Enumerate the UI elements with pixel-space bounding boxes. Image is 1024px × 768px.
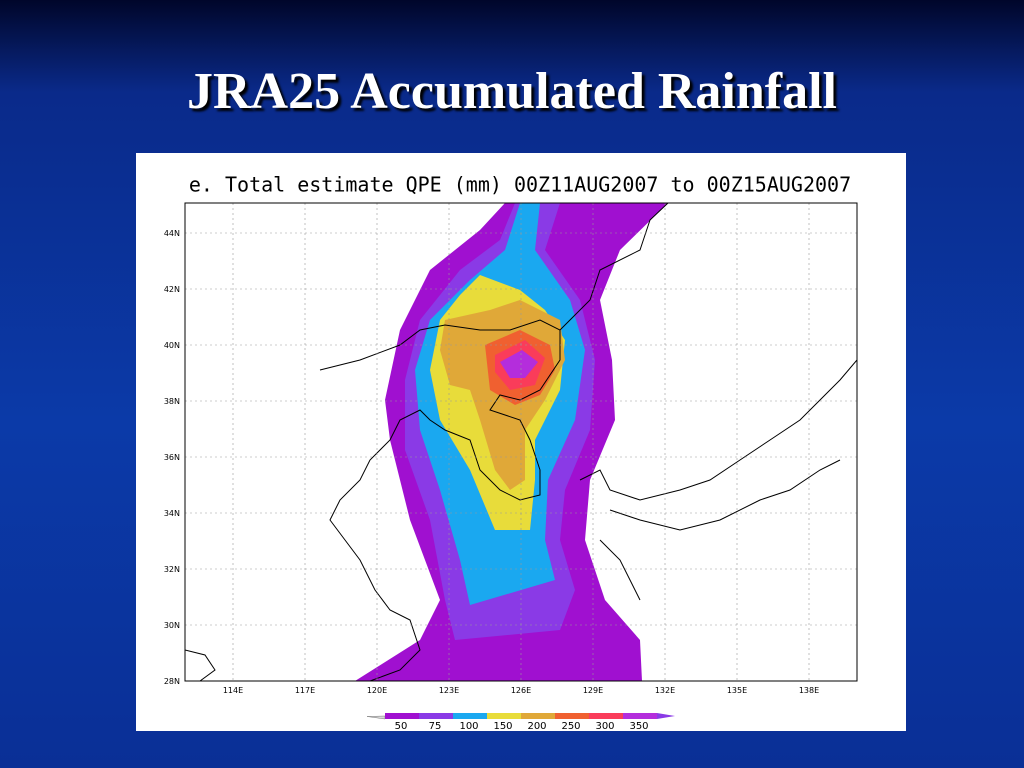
colorbar: 50 75 100 150 200 250 300 350	[366, 713, 675, 732]
colorbar-swatch	[487, 713, 521, 719]
colorbar-swatch	[555, 713, 589, 719]
colorbar-label: 350	[629, 721, 648, 732]
colorbar-label: 100	[459, 721, 478, 732]
colorbar-swatch	[419, 713, 453, 719]
colorbar-swatch	[521, 713, 555, 719]
map-frame	[184, 202, 858, 682]
lat-label: 40N	[164, 341, 180, 350]
colorbar-label: 200	[527, 721, 546, 732]
colorbar-swatch	[623, 713, 657, 719]
lon-label: 120E	[367, 686, 387, 695]
lon-label: 132E	[655, 686, 675, 695]
lat-label: 36N	[164, 453, 180, 462]
colorbar-swatch	[589, 713, 623, 719]
slide-title: JRA25 Accumulated Rainfall	[187, 63, 837, 120]
colorbar-high	[657, 713, 675, 719]
colorbar-swatch	[385, 713, 419, 719]
lon-label: 126E	[511, 686, 531, 695]
grid	[185, 203, 857, 681]
colorbar-label: 75	[429, 721, 442, 732]
lat-label: 44N	[164, 229, 180, 238]
lat-label: 30N	[164, 621, 180, 630]
lon-label: 135E	[727, 686, 747, 695]
colorbar-label: 250	[561, 721, 580, 732]
lon-label: 123E	[439, 686, 459, 695]
lon-label: 129E	[583, 686, 603, 695]
colorbar-label: 300	[595, 721, 614, 732]
lat-label: 32N	[164, 565, 180, 574]
lat-label: 38N	[164, 397, 180, 406]
coastlines	[185, 203, 857, 681]
lon-label: 138E	[799, 686, 819, 695]
colorbar-swatch	[453, 713, 487, 719]
lat-label: 28N	[164, 677, 180, 686]
colorbar-label: 150	[493, 721, 512, 732]
rain-field	[355, 203, 668, 681]
lat-label: 42N	[164, 285, 180, 294]
lon-label: 114E	[223, 686, 243, 695]
lon-label: 117E	[295, 686, 315, 695]
colorbar-label: 50	[395, 721, 408, 732]
lat-label: 34N	[164, 509, 180, 518]
map-title: e. Total estimate QPE (mm) 00Z11AUG2007 …	[189, 173, 851, 197]
